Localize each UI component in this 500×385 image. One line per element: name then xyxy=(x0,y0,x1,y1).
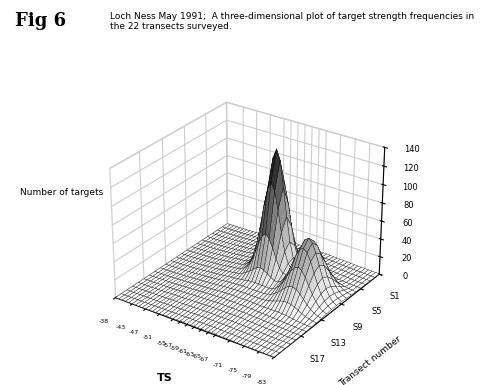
Text: Loch Ness May 1991;  A three-dimensional plot of target strength frequencies in
: Loch Ness May 1991; A three-dimensional … xyxy=(110,12,474,31)
X-axis label: TS: TS xyxy=(156,373,172,383)
Y-axis label: Transect number: Transect number xyxy=(338,334,404,385)
Text: Number of targets: Number of targets xyxy=(20,188,103,197)
Text: Fig 6: Fig 6 xyxy=(15,12,66,30)
